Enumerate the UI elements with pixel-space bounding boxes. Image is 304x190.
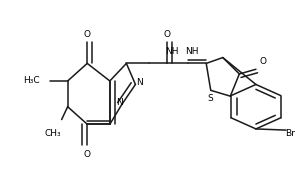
Text: Br: Br [286,129,295,138]
Text: O: O [164,30,171,39]
Text: O: O [84,30,91,39]
Text: S: S [207,94,213,103]
Text: O: O [84,150,91,159]
Text: H₃C: H₃C [23,76,40,86]
Text: N: N [136,78,142,87]
Text: O: O [260,57,267,66]
Text: NH: NH [185,47,199,56]
Text: N: N [116,97,123,107]
Text: NH: NH [165,47,178,56]
Text: CH₃: CH₃ [44,129,61,138]
